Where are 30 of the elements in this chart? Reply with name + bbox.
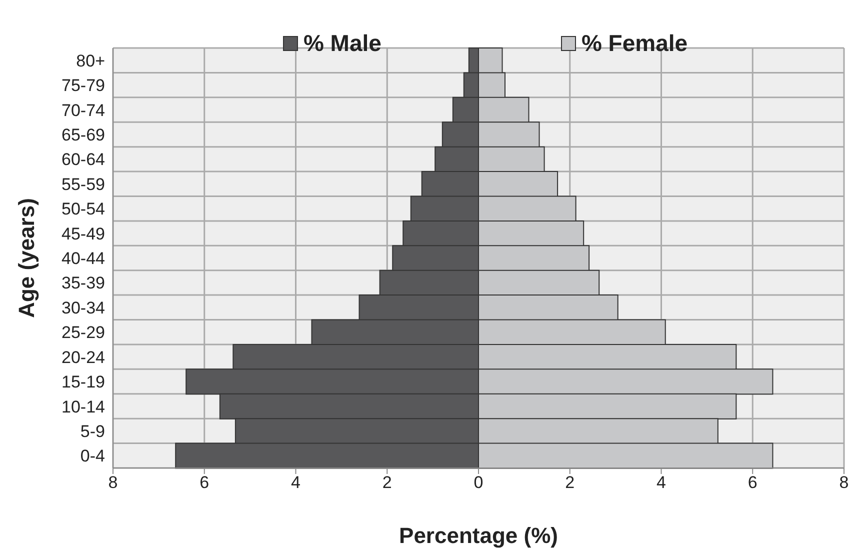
x-tick-label: 8 (108, 473, 118, 492)
y-tick-label: 30-34 (62, 298, 105, 318)
x-tick-label: 4 (656, 473, 666, 492)
y-tick-label: 20-24 (62, 348, 105, 367)
y-tick-label: 35-39 (62, 274, 105, 293)
x-tick-label: 0 (474, 473, 484, 492)
y-axis-title: Age (years) (14, 198, 39, 318)
y-tick-label: 45-49 (62, 224, 105, 244)
y-tick-label: 5-9 (80, 422, 105, 441)
y-tick-label: 60-64 (62, 150, 105, 170)
y-tick-label: 0-4 (80, 446, 105, 466)
x-tick-label: 4 (291, 473, 300, 492)
y-tick-label: 10-14 (62, 397, 105, 416)
x-tick-label: 8 (839, 473, 849, 492)
x-tick-label: 6 (200, 473, 210, 492)
y-tick-label: 40-44 (62, 249, 105, 268)
y-tick-label: 75-79 (62, 76, 105, 96)
x-tick-label: 6 (748, 473, 758, 492)
y-tick-label: 25-29 (62, 323, 105, 342)
x-axis-title: Percentage (%) (399, 523, 558, 548)
y-tick-label: 80+ (76, 51, 106, 70)
x-tick-label: 2 (382, 473, 392, 492)
y-tick-label: 65-69 (62, 126, 105, 145)
y-tick-label: 50-54 (62, 200, 105, 219)
x-tick-label: 2 (565, 473, 575, 492)
y-tick-label: 15-19 (62, 372, 105, 392)
legend-label: % Female (581, 30, 688, 57)
legend-label: % Male (303, 30, 382, 57)
y-tick-label: 70-74 (62, 100, 105, 120)
y-tick-label: 55-59 (62, 174, 105, 194)
